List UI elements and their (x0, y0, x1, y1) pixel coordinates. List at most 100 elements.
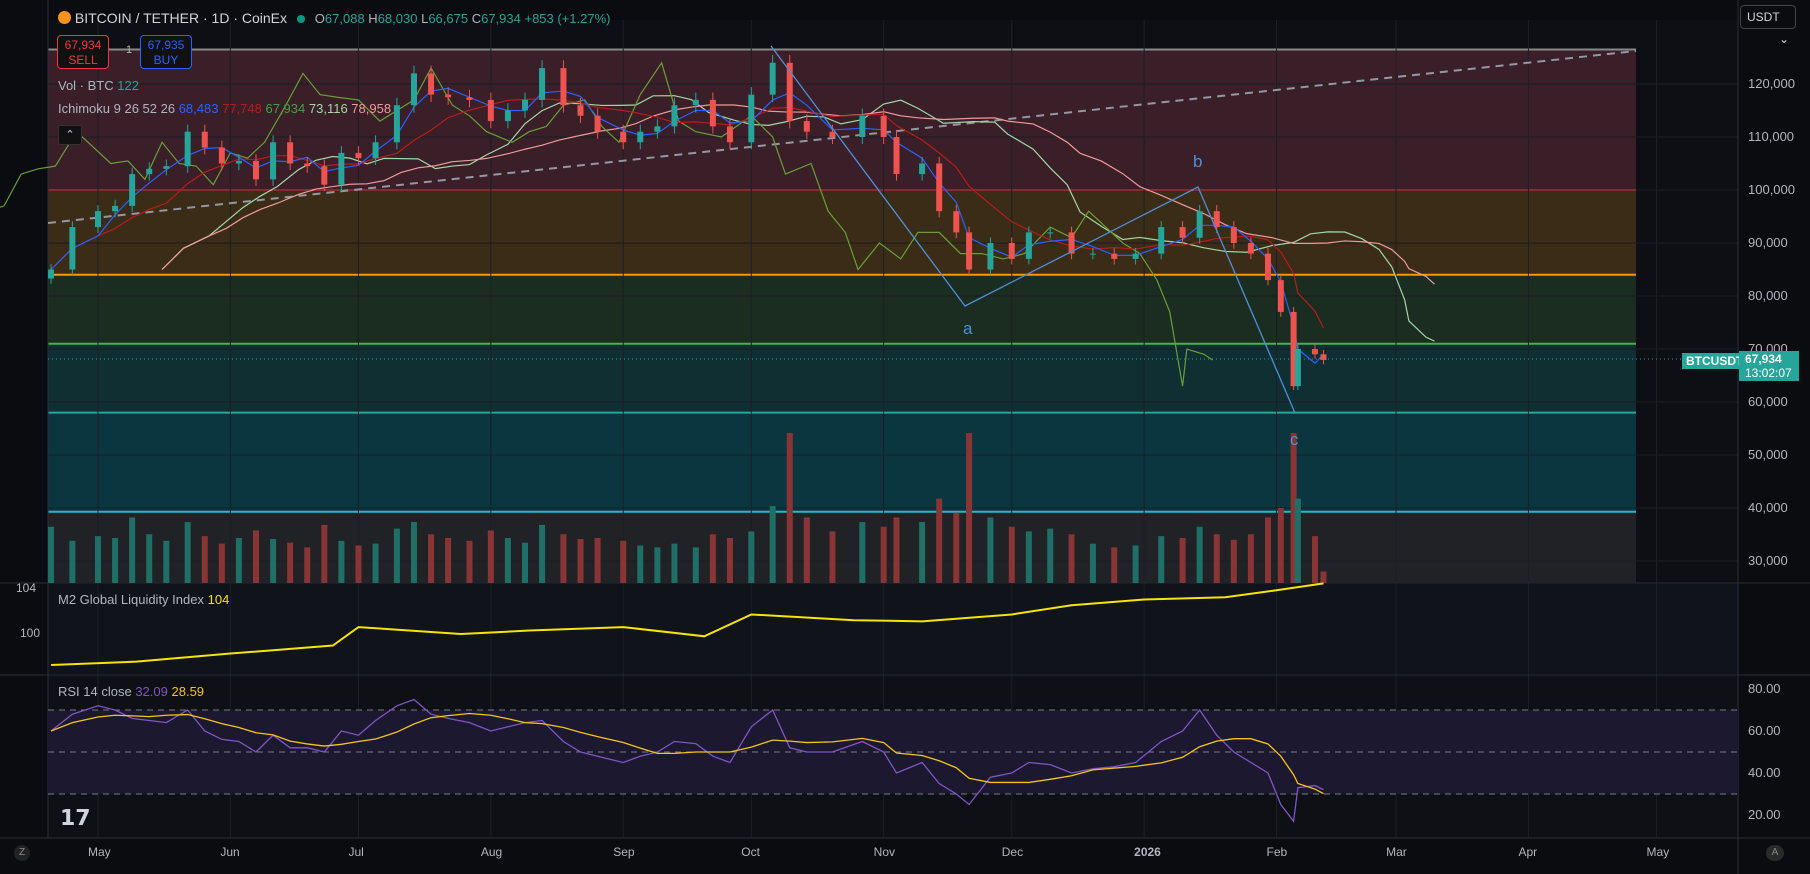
sell-button[interactable]: 67,934 SELL (57, 35, 109, 69)
candle-body (919, 163, 926, 175)
currency-select[interactable]: USDT ⌄ (1740, 5, 1796, 46)
volume-bar (936, 498, 943, 583)
candle-body (1132, 253, 1139, 259)
rsi-legend[interactable]: RSI 14 close 32.09 28.59 (58, 684, 205, 699)
symbol-price-tag: BTCUSDT (1682, 353, 1748, 369)
volume-bar (372, 543, 379, 583)
volume-bar (880, 526, 887, 583)
ichimoku-leading-span-b (161, 104, 1435, 285)
volume-bar (1179, 538, 1186, 583)
candle-body (287, 142, 294, 164)
volume-bar (1132, 545, 1139, 583)
candle-body (270, 142, 277, 180)
tradingview-logo[interactable]: 𝟭𝟳 (60, 805, 91, 830)
price-axis-label: 90,000 (1748, 235, 1788, 250)
volume-bar (654, 547, 661, 583)
volume-bar (95, 536, 101, 583)
candle-body (1277, 280, 1284, 312)
volume-bar (620, 540, 627, 583)
candle-body (504, 110, 511, 122)
volume-bar (1068, 534, 1075, 583)
symbol-title[interactable]: BITCOIN / TETHER · 1D · CoinEx (74, 10, 287, 26)
volume-bar (1196, 526, 1203, 583)
zoom-toggle-button[interactable]: Z (14, 845, 30, 861)
m2-pane (48, 584, 1738, 674)
ichimoku-conversion-line (50, 87, 1324, 364)
candle-body (594, 115, 601, 132)
price-axis-label: 80,000 (1748, 288, 1788, 303)
time-axis-label: May (1646, 845, 1670, 859)
time-axis-label: Apr (1518, 845, 1538, 859)
price-zone (48, 190, 1636, 275)
volume-bar (987, 517, 994, 583)
price-axis-label: 50,000 (1748, 447, 1788, 462)
buy-button[interactable]: 67,935 BUY (140, 35, 192, 69)
auto-scale-button[interactable]: A (1766, 845, 1784, 861)
m2-legend[interactable]: M2 Global Liquidity Index 104 (58, 592, 230, 607)
volume-bar (577, 538, 584, 583)
time-axis-label: Mar (1386, 845, 1407, 859)
volume-legend[interactable]: Vol · BTC 122 (58, 78, 139, 93)
wave-label-b[interactable]: b (1193, 152, 1203, 171)
candle-body (1290, 311, 1297, 387)
volume-bar (637, 545, 644, 583)
candle-body (880, 115, 887, 137)
volume-bar (953, 512, 960, 583)
wave-label-a[interactable]: a (963, 319, 973, 338)
rsi-axis-label: 20.00 (1748, 807, 1781, 822)
volume-bar (748, 531, 755, 583)
volume-bar (594, 538, 601, 583)
ichimoku-legend[interactable]: Ichimoku 9 26 52 26 68,483 77,748 67,934… (58, 101, 392, 116)
volume-bar (48, 526, 55, 583)
volume-bar (287, 542, 294, 583)
volume-bar (1311, 536, 1318, 583)
candle-body (372, 142, 379, 159)
rsi-axis-label: 40.00 (1748, 765, 1781, 780)
volume-bar (466, 540, 473, 583)
candle-body (95, 211, 101, 228)
rsi-axis-label: 80.00 (1748, 681, 1781, 696)
candle-body (487, 99, 494, 122)
candle-body (654, 126, 661, 132)
candle-body (786, 62, 793, 122)
candle-body (163, 166, 170, 169)
candle-body (637, 131, 644, 143)
candle-body (1158, 227, 1165, 254)
volume-bar (1294, 498, 1301, 583)
volume-bar (919, 522, 926, 583)
volume-bar (410, 522, 417, 583)
volume-bar (522, 542, 528, 583)
volume-bar (355, 545, 362, 583)
volume-bar (112, 538, 119, 583)
candle-body (966, 232, 973, 270)
candle-body (692, 99, 699, 106)
candle-body (428, 73, 435, 95)
volume-bar (966, 433, 973, 583)
candle-body (1264, 253, 1271, 281)
candle-body (893, 137, 900, 175)
candle-body (129, 174, 136, 206)
candle-body (1196, 211, 1203, 238)
candle-body (252, 160, 259, 180)
collapse-legend-button[interactable]: ⌃ (58, 125, 82, 145)
volume-bar (769, 506, 776, 583)
time-axis-label: Oct (741, 845, 760, 859)
wave-label-c[interactable]: c (1290, 430, 1299, 449)
time-axis-label: Jun (220, 845, 240, 859)
candle-body (235, 160, 242, 164)
candle-body (829, 131, 836, 137)
time-axis-label: Jul (348, 845, 364, 859)
volume-bar (829, 531, 836, 583)
volume-bar (1277, 508, 1284, 583)
candle-body (218, 147, 225, 164)
volume-bar (201, 536, 208, 583)
volume-bar (726, 538, 733, 583)
volume-bar (504, 538, 511, 583)
candle-body (393, 105, 400, 143)
volume-bar (671, 543, 678, 583)
price-zone (48, 274, 1636, 344)
candle-body (146, 168, 153, 175)
ichimoku-base-line (50, 98, 1325, 329)
candle-body (539, 68, 546, 100)
